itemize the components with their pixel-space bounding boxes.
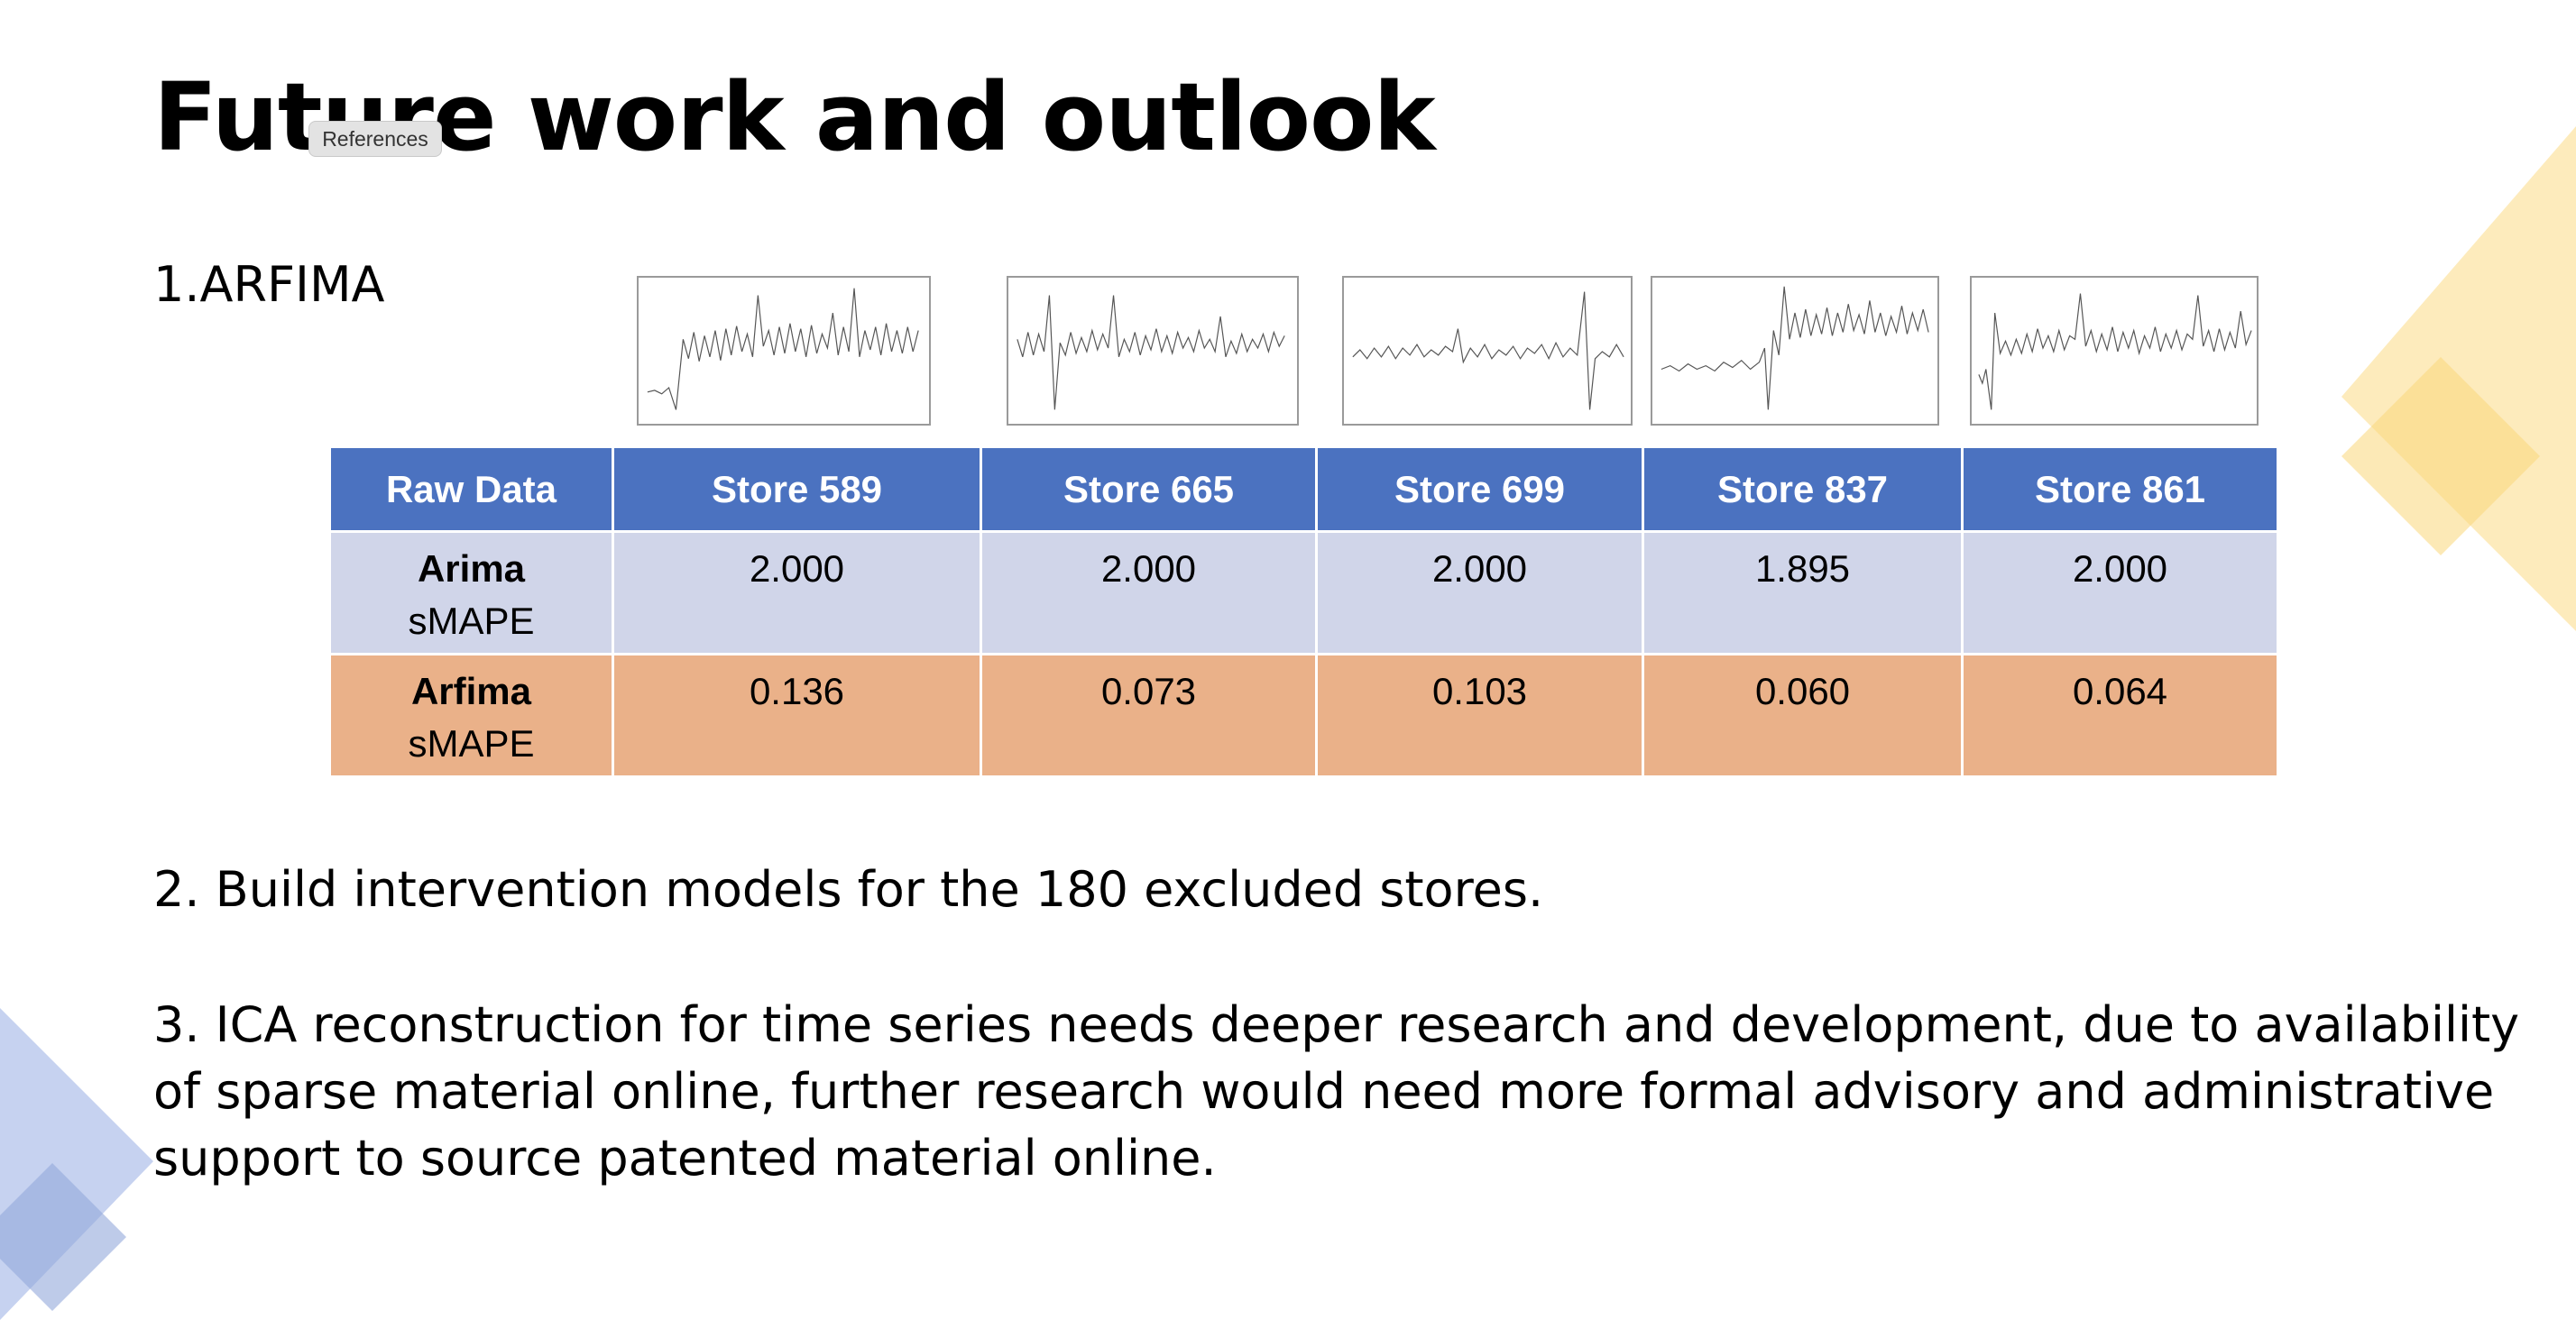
- table-cell: 0.103: [1315, 653, 1644, 778]
- table-cell: 2.000: [980, 530, 1318, 655]
- references-tooltip: References: [308, 121, 442, 157]
- header-store-665: Store 665: [980, 445, 1318, 533]
- table-cell: 1.895: [1642, 530, 1964, 655]
- header-store-861: Store 861: [1961, 445, 2279, 533]
- metric-name: sMAPE: [408, 600, 535, 642]
- header-store-589: Store 589: [612, 445, 982, 533]
- store-837-series-thumbnail: [1651, 276, 1939, 426]
- header-store-837: Store 837: [1642, 445, 1964, 533]
- smape-results-table: Raw Data Store 589 Store 665 Store 699 S…: [328, 445, 2279, 778]
- page-title: Future work and outlook: [153, 62, 1436, 172]
- header-store-699: Store 699: [1315, 445, 1644, 533]
- table-cell: 0.073: [980, 653, 1318, 778]
- table-header-row: Raw Data Store 589 Store 665 Store 699 S…: [328, 445, 2279, 533]
- store-699-series-line: [1352, 291, 1624, 410]
- table-cell: 0.136: [612, 653, 982, 778]
- store-861-series-line: [1978, 293, 2252, 410]
- table-cell: 2.000: [612, 530, 982, 655]
- store-699-series-thumbnail: [1342, 276, 1633, 426]
- store-589-series-line: [647, 288, 919, 410]
- metric-name: sMAPE: [408, 722, 535, 765]
- header-raw-data: Raw Data: [328, 445, 614, 533]
- table-cell: 0.060: [1642, 653, 1964, 778]
- store-589-series-thumbnail: [637, 276, 931, 426]
- row-label-arfima: Arfima sMAPE: [328, 653, 614, 778]
- table-cell: 0.064: [1961, 653, 2279, 778]
- decorative-blue-diamonds: [0, 1008, 153, 1320]
- model-name: Arfima: [410, 670, 532, 712]
- point-2-text: 2. Build intervention models for the 180…: [153, 861, 1544, 918]
- store-665-series-thumbnail: [1007, 276, 1299, 426]
- table-cell: 2.000: [1961, 530, 2279, 655]
- point-3-text: 3. ICA reconstruction for time series ne…: [153, 996, 2520, 1187]
- model-name: Arima: [417, 547, 526, 590]
- decorative-yellow-diamonds: [2341, 126, 2576, 631]
- table-cell: 2.000: [1315, 530, 1644, 655]
- table-row-arima: Arima sMAPE 2.000 2.000 2.000 1.895 2.00…: [328, 530, 2279, 655]
- store-665-series-line: [1017, 295, 1285, 410]
- store-861-series-thumbnail: [1970, 276, 2259, 426]
- section-arfima-label: 1.ARFIMA: [153, 256, 385, 313]
- table-row-arfima: Arfima sMAPE 0.136 0.073 0.103 0.060 0.0…: [328, 653, 2279, 778]
- store-837-series-line: [1661, 286, 1929, 410]
- row-label-arima: Arima sMAPE: [328, 530, 614, 655]
